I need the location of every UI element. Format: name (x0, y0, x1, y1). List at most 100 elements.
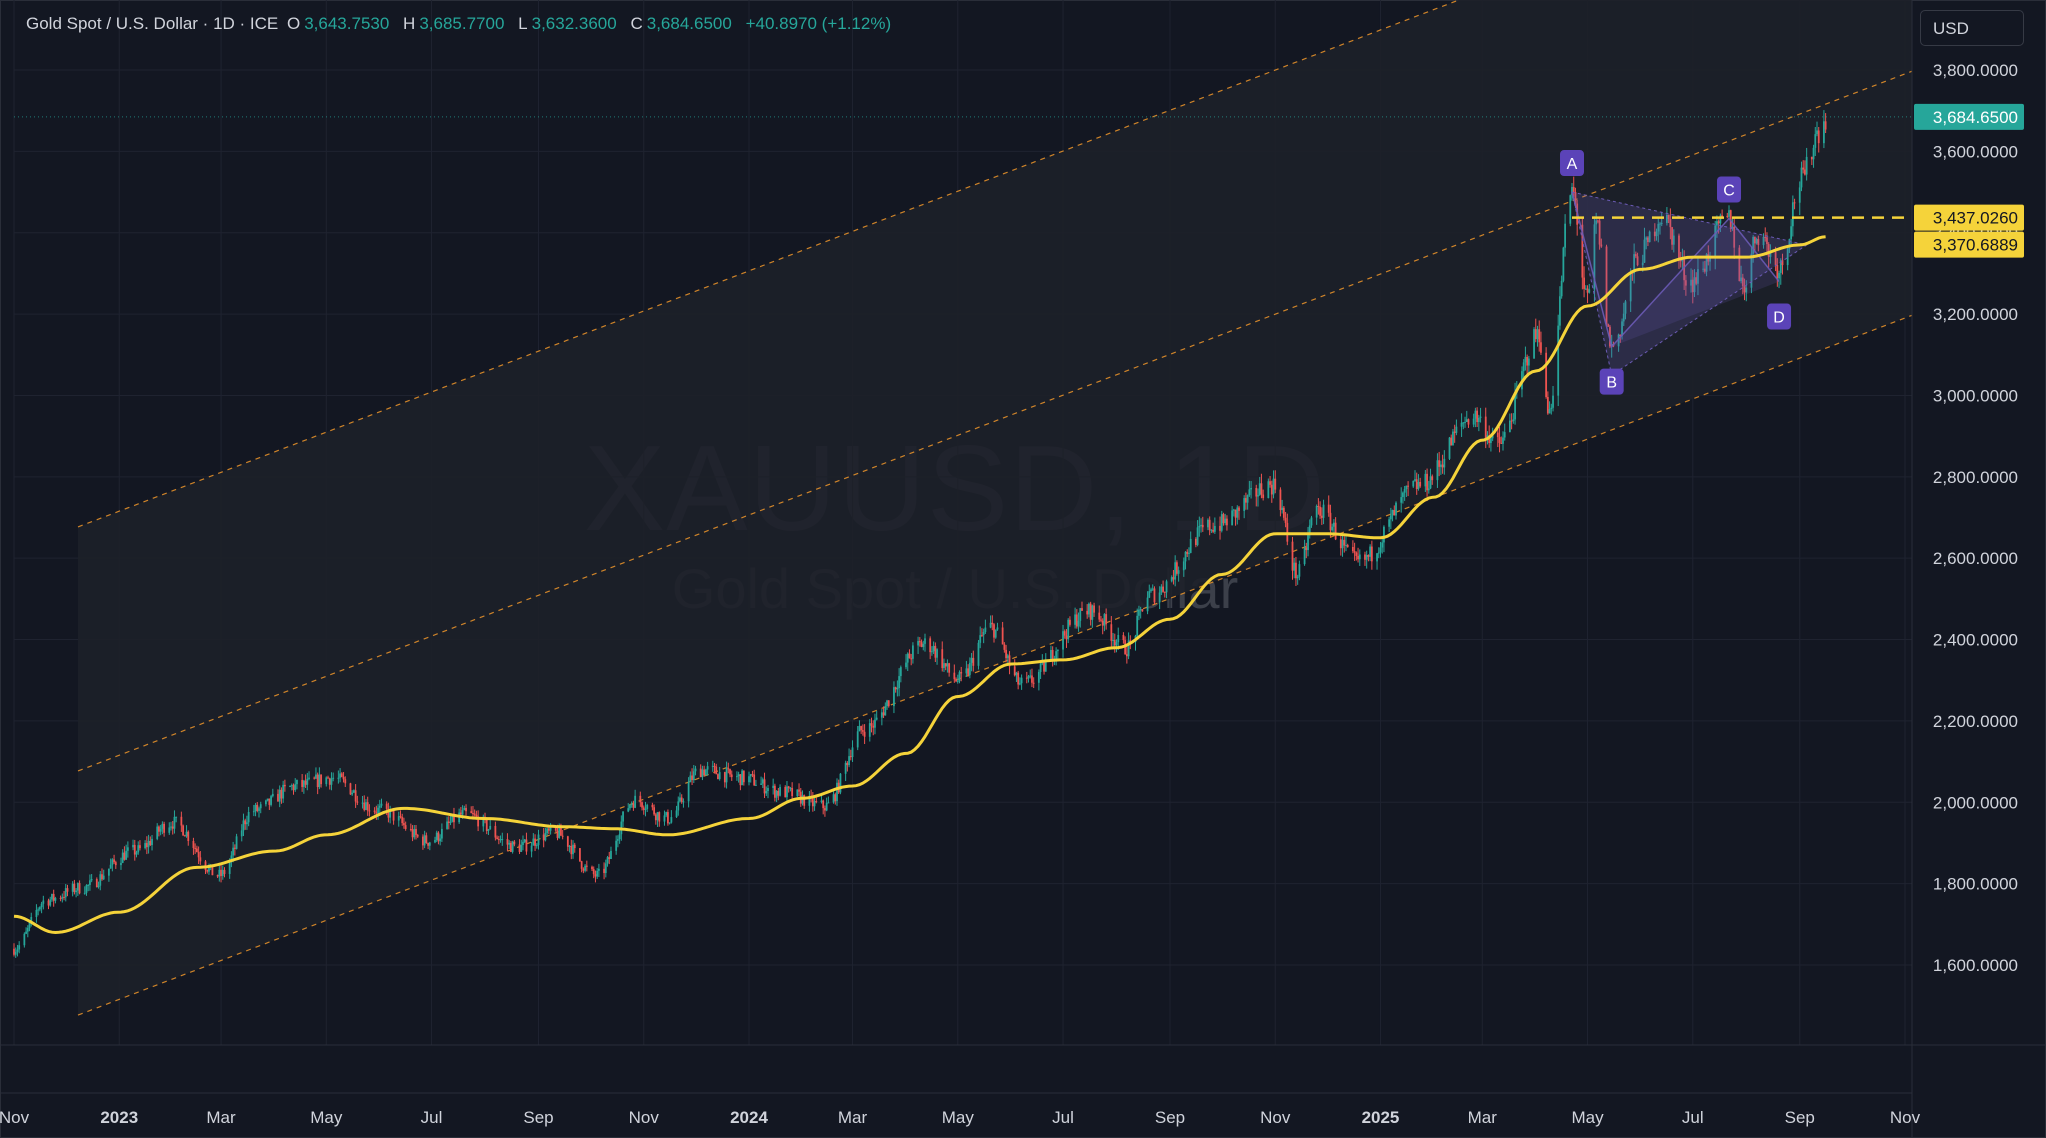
candle-body (1200, 524, 1202, 526)
candle-body (137, 845, 140, 853)
candle-body (351, 792, 354, 795)
candle-body (1165, 581, 1168, 593)
candle-body (1533, 329, 1535, 359)
candle-body (1125, 654, 1128, 657)
candle-body (570, 845, 573, 855)
candle-body (687, 782, 690, 802)
candle-body (692, 771, 695, 780)
candle-body (85, 885, 88, 893)
candle-body (1184, 551, 1187, 562)
candle-body (663, 815, 666, 822)
candle-body (1334, 522, 1337, 540)
candle-body (511, 841, 514, 852)
candle-body (694, 768, 697, 772)
candle-body (863, 731, 866, 737)
candle-body (121, 852, 124, 863)
candle-body (1552, 395, 1554, 408)
candle-body (908, 653, 911, 659)
candle-body (342, 776, 345, 780)
candle-body (1234, 509, 1237, 518)
candle-body (1005, 649, 1007, 659)
candle-body (180, 816, 183, 826)
candle-body (824, 808, 826, 811)
candle-body (872, 725, 875, 728)
candle-body (858, 726, 861, 732)
candle-body (496, 837, 499, 839)
candle-body (221, 869, 224, 876)
candle-body (337, 777, 340, 779)
candle-body (1776, 264, 1779, 279)
candle-body (522, 841, 524, 845)
candle-body (1018, 683, 1021, 685)
candle-body (171, 826, 174, 829)
candle-body (1419, 481, 1422, 487)
candle-body (459, 812, 462, 815)
level-tag: 3,437.0260 (1914, 204, 2024, 231)
candle-body (1767, 244, 1770, 257)
candle-body (1584, 288, 1587, 290)
currency-button[interactable]: USD (1920, 10, 2024, 46)
candle-body (258, 808, 260, 811)
candle-body (296, 779, 298, 785)
time-tick-label: 2024 (730, 1108, 768, 1127)
candle-body (170, 826, 172, 828)
candle-body (49, 899, 52, 906)
candle-body (851, 747, 854, 758)
candle-body (283, 784, 286, 787)
candle-body (1210, 529, 1213, 531)
candle-body (223, 869, 226, 874)
candle-body (1272, 478, 1275, 495)
candle-body (1540, 342, 1542, 353)
candle-body (1522, 362, 1525, 372)
candle-body (1194, 538, 1197, 545)
candle-body (111, 859, 114, 865)
candle-body (1222, 514, 1225, 524)
candle-body (1286, 522, 1289, 542)
symbol-title[interactable]: Gold Spot / U.S. Dollar · 1D · ICE (26, 14, 279, 33)
candle-body (73, 883, 76, 893)
candle-body (629, 804, 631, 809)
candle-body (1791, 202, 1794, 227)
candle-body (1122, 634, 1125, 641)
candle-body (435, 832, 438, 840)
candle-body (1389, 515, 1392, 520)
candle-body (183, 835, 186, 837)
candle-body (1660, 222, 1663, 224)
candle-body (1032, 682, 1035, 684)
candle-body (1065, 635, 1068, 640)
candle-body (1093, 605, 1095, 613)
candle-body (440, 828, 443, 839)
candle-body (159, 828, 162, 832)
candle-body (1310, 517, 1313, 526)
candle-body (1113, 639, 1116, 646)
candle-body (665, 812, 668, 816)
candle-body (1721, 215, 1724, 217)
candle-body (773, 785, 776, 798)
close-key: C (630, 14, 643, 33)
candle-body (1089, 603, 1092, 620)
candle-body (556, 830, 559, 838)
candle-body (208, 867, 210, 872)
candle-body (1452, 431, 1454, 446)
price-tick-label: 1,600.0000 (1933, 956, 2018, 975)
candle-body (294, 784, 297, 791)
moving-average-line (13, 235, 1826, 935)
candle-body (875, 717, 878, 720)
time-tick-label: 2025 (1362, 1108, 1400, 1127)
candle-body (1163, 591, 1166, 593)
price-tick-label: 2,000.0000 (1933, 793, 2018, 812)
candle-body (1476, 410, 1479, 423)
candle-body (1365, 554, 1368, 560)
candle-body (139, 845, 141, 849)
candle-body (270, 796, 272, 805)
pattern-badge (1599, 368, 1624, 395)
candle-body (632, 803, 635, 808)
candle-body (1781, 260, 1784, 266)
candle-body (453, 814, 455, 823)
candle-body (1174, 562, 1177, 580)
candle-body (730, 774, 733, 778)
candle-body (1177, 570, 1180, 574)
candle-body (120, 862, 122, 866)
candle-body (1141, 609, 1144, 612)
